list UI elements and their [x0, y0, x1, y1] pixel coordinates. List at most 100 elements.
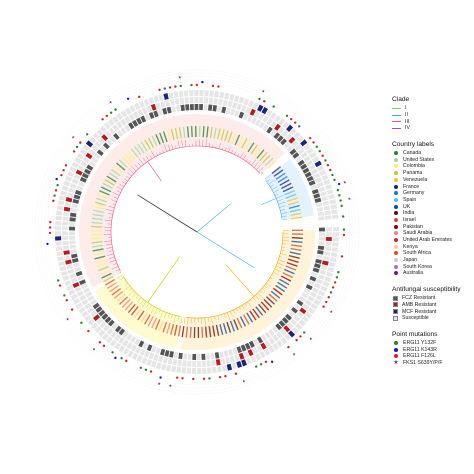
heat-cell-mcf [69, 166, 77, 173]
mutation-dot [342, 228, 346, 231]
tip-branch [104, 219, 112, 222]
heat-cell-mcf [280, 336, 288, 345]
country-legend-item-spain: Spain [392, 197, 474, 204]
heat-cell-amb [106, 327, 114, 335]
mutation-dot [159, 376, 162, 379]
heat-cell-mcf [322, 280, 330, 288]
heat-cell-amb [321, 195, 329, 202]
heat-cell-mcf [181, 367, 187, 374]
heat-cell-fcz [86, 164, 94, 171]
heat-cell-mcf [332, 227, 339, 232]
heat-cell-fcz [69, 221, 76, 227]
heat-cell-fcz [194, 104, 199, 111]
mutation-dot [329, 291, 333, 294]
heat-cell-mcf [65, 175, 73, 182]
mutations-swatch-erg11-f126l [394, 354, 398, 359]
heat-cell-amb [69, 273, 77, 279]
tip-branch [137, 162, 142, 167]
heat-cell-fcz [171, 105, 177, 113]
heat-cell-fcz [173, 351, 179, 359]
clade-branch-iv [147, 256, 181, 303]
tip-branch [280, 212, 288, 214]
heat-cell-mcf [201, 367, 207, 374]
mutation-dot [87, 329, 90, 333]
mutation-dot [174, 85, 177, 88]
mutation-dot [105, 114, 109, 118]
heat-cell-fcz [82, 287, 90, 294]
heat-cell-mcf [60, 190, 68, 196]
heat-cell-fcz [302, 167, 310, 174]
heat-cell-mcf [122, 347, 130, 356]
heat-cell-mcf [148, 97, 155, 105]
tip-branch [218, 143, 221, 149]
heat-cell-mcf [284, 333, 292, 341]
country-legend-item-australia: Australia [392, 270, 474, 277]
heat-cell-mcf [55, 236, 62, 241]
tip-branch [264, 285, 267, 288]
heat-cell-fcz [178, 352, 183, 360]
tip-branch [167, 313, 170, 318]
heat-cell-mcf [59, 265, 67, 272]
tip-label [271, 166, 281, 175]
mutation-dot [218, 375, 222, 379]
tip-label [253, 146, 262, 157]
heat-cell-mcf [331, 214, 339, 220]
tip-label [137, 143, 145, 154]
tip-branch [105, 243, 112, 246]
heat-cell-fcz [69, 235, 76, 240]
heat-cell-amb [137, 109, 144, 117]
tip-branch [282, 219, 287, 221]
clade-swatch-ii [392, 114, 401, 116]
heat-cell-amb [284, 133, 292, 141]
heat-cell-amb [247, 349, 254, 357]
tip-label [237, 136, 244, 147]
heat-cell-fcz [219, 351, 225, 358]
tip-branch [228, 146, 231, 153]
tip-label [95, 201, 106, 207]
country-legend-item-india: India [392, 210, 474, 217]
heat-cell-amb [225, 357, 231, 364]
tip-label [282, 272, 294, 279]
heat-cell-fcz [144, 113, 151, 121]
heat-cell-mcf [90, 322, 99, 330]
heat-cell-fcz [225, 107, 231, 115]
heat-cell-mcf [101, 333, 110, 341]
tip-label [98, 265, 109, 272]
root-branch [137, 194, 198, 233]
heat-cell-fcz [291, 306, 299, 314]
tip-label [190, 126, 193, 138]
heat-cell-mcf [160, 363, 167, 371]
mutation-dot [333, 281, 337, 284]
mutation-dot [312, 141, 315, 144]
tip-label [91, 217, 103, 221]
tip-branch [154, 308, 158, 315]
heat-cell-mcf [326, 189, 334, 195]
heat-cell-amb [63, 206, 71, 212]
tip-label [111, 287, 122, 296]
heat-cell-amb [141, 107, 148, 115]
heat-cell-fcz [316, 254, 323, 260]
clade-legend-label: I [405, 105, 407, 112]
heat-cell-mcf [324, 276, 332, 283]
heat-cell-mcf [96, 128, 104, 137]
mutation-dot [120, 357, 123, 360]
mutation-dot [158, 88, 161, 92]
tip-label [162, 131, 168, 143]
tip-label [140, 312, 148, 323]
clade-branch-i [147, 161, 162, 182]
tip-label [267, 160, 277, 169]
mutation-dot [138, 95, 141, 99]
susceptibility-legend-item-fcz-resistant: FCZ Resistant [392, 295, 474, 302]
heat-cell-amb [162, 356, 168, 364]
heat-cell-fcz [303, 288, 311, 295]
heat-cell-fcz [109, 135, 117, 143]
heat-cell-amb [312, 172, 321, 179]
heat-cell-amb [112, 124, 120, 132]
heat-cell-amb [89, 310, 98, 318]
heat-cell-mcf [67, 170, 75, 178]
heat-cell-fcz [175, 105, 181, 112]
heat-cell-amb [300, 151, 308, 159]
heat-cell-amb [66, 264, 74, 270]
mutation-dot [114, 108, 117, 111]
heat-cell-amb [299, 307, 307, 315]
